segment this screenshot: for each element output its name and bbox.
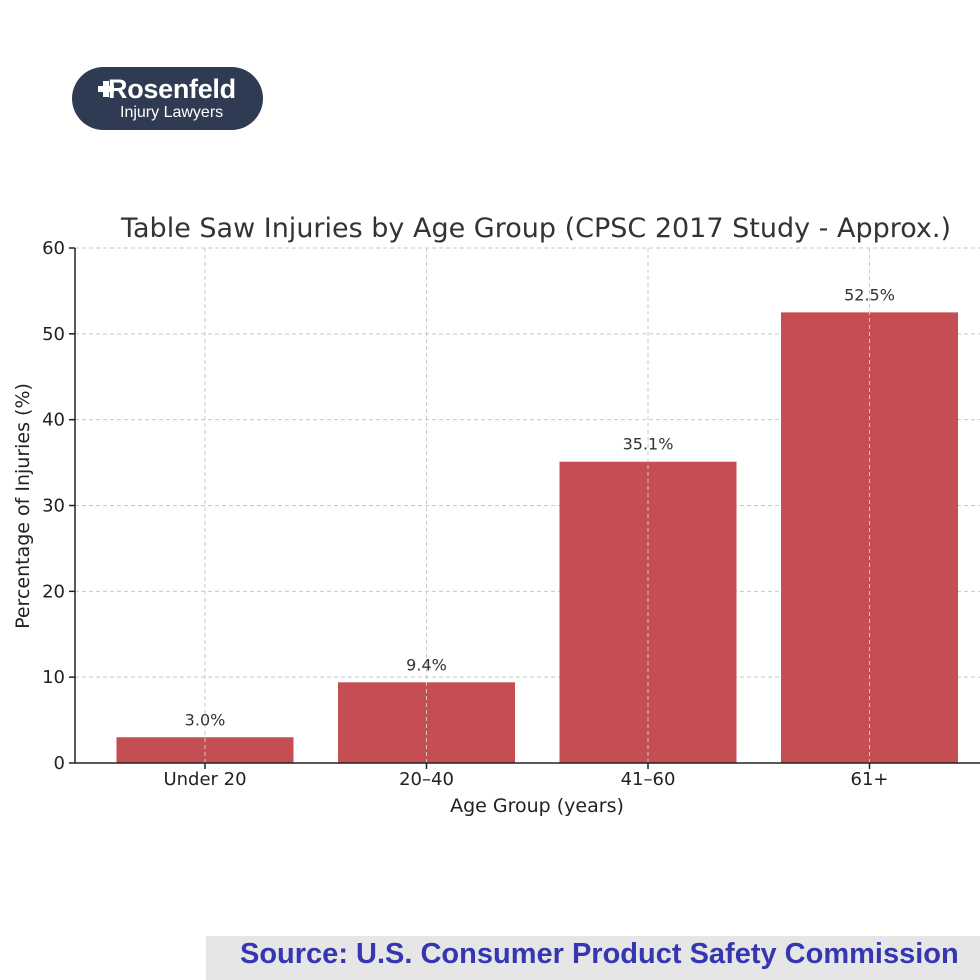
bars — [116, 248, 958, 763]
bar-value-label: 52.5% — [844, 285, 895, 304]
x-tick-label: 41–60 — [621, 769, 676, 790]
y-ticks: 0 10 20 30 40 50 60 — [42, 238, 75, 774]
source-text: Source: U.S. Consumer Product Safety Com… — [240, 938, 959, 970]
source-banner: Source: U.S. Consumer Product Safety Com… — [206, 936, 980, 980]
x-ticks: Under 20 20–40 41–60 61+ — [163, 763, 889, 790]
x-axis-label: Age Group (years) — [450, 795, 624, 817]
data-labels: 3.0% 9.4% 35.1% 52.5% — [185, 285, 895, 729]
y-tick-label: 20 — [42, 581, 65, 602]
logo-tagline: Injury Lawyers — [120, 104, 224, 121]
x-tick-label: 20–40 — [399, 769, 454, 790]
y-tick-label: 40 — [42, 410, 65, 431]
logo-name: Rosenfeld — [108, 74, 236, 104]
x-tick-label: 61+ — [851, 769, 889, 790]
bar-value-label: 9.4% — [406, 655, 447, 674]
y-tick-label: 0 — [54, 753, 65, 774]
gridlines — [75, 247, 980, 678]
y-tick-label: 60 — [42, 238, 65, 259]
bar-value-label: 3.0% — [185, 710, 226, 729]
y-axis-label: Percentage of Injuries (%) — [12, 383, 34, 629]
y-tick-label: 30 — [42, 496, 65, 517]
plus-cross-icon — [98, 81, 114, 97]
x-tick-label: Under 20 — [163, 769, 246, 790]
chart-title: Table Saw Injuries by Age Group (CPSC 20… — [120, 213, 951, 244]
y-tick-label: 10 — [42, 667, 65, 688]
bar-value-label: 35.1% — [623, 435, 674, 454]
rosenfeld-logo: Rosenfeld Injury Lawyers — [72, 67, 263, 130]
y-tick-label: 50 — [42, 324, 65, 345]
bar — [338, 682, 515, 763]
